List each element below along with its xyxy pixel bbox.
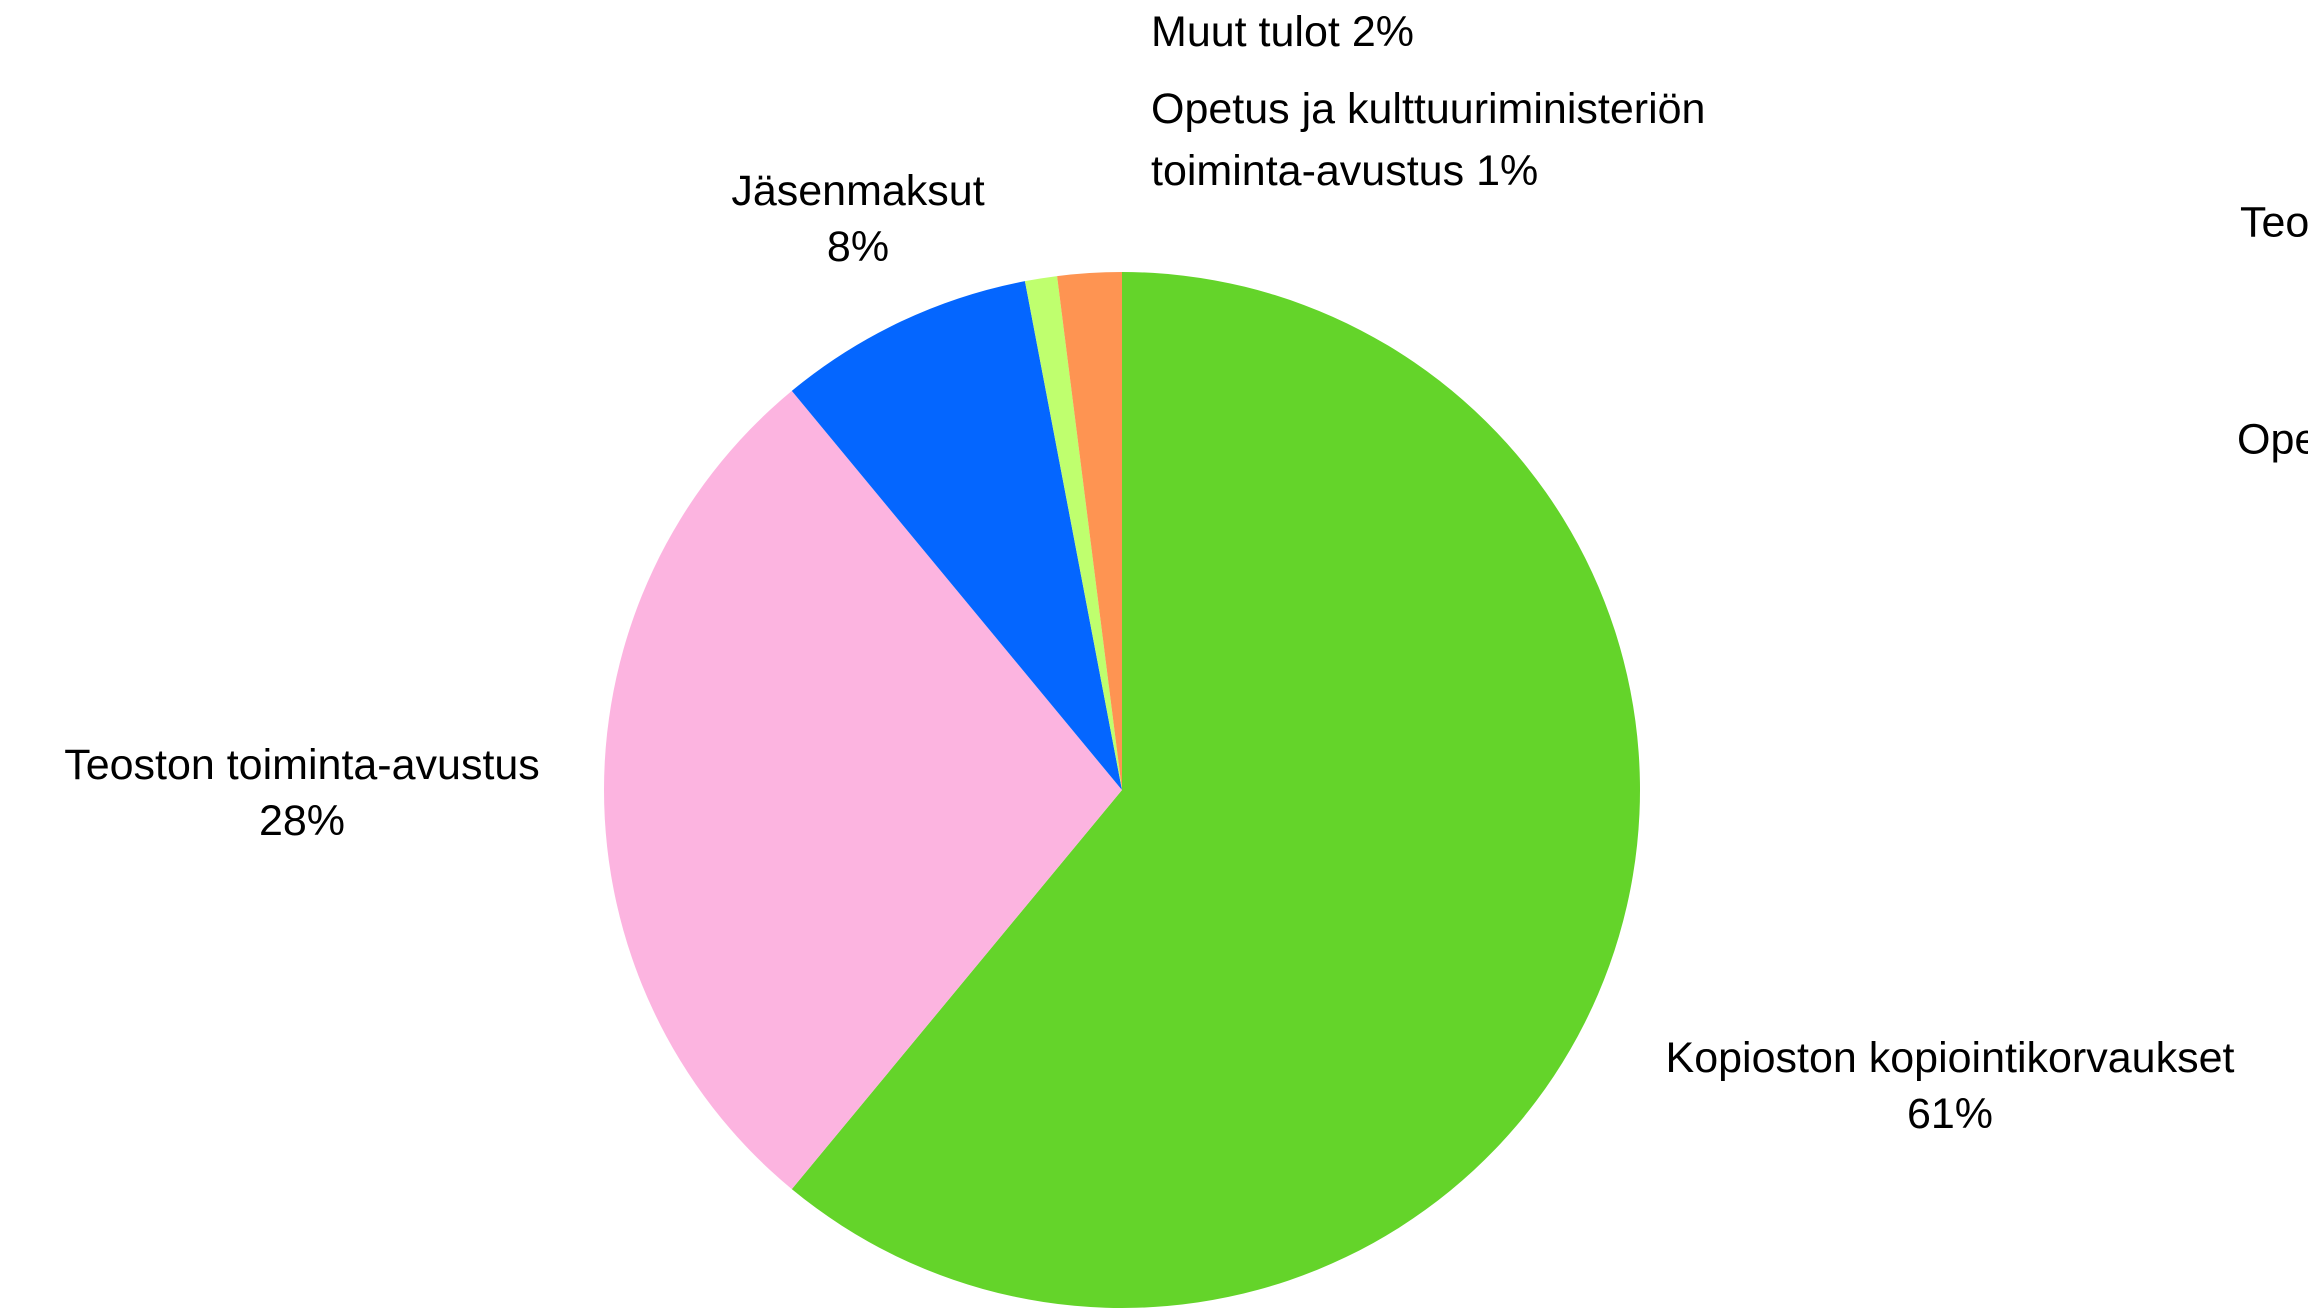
slice-percent: 28% (259, 797, 345, 845)
pie (604, 272, 1640, 1308)
slice-percent: 8% (827, 223, 889, 271)
pie-slice (791, 281, 1122, 790)
pie-slice (1024, 276, 1122, 790)
slice-label: Jäsenmaksut 8% (731, 167, 984, 271)
slice-name: Teoston toiminta-avustus (64, 741, 540, 789)
slice-percent: 61% (1907, 1090, 1993, 1138)
slice-percent: 2% (1352, 8, 1414, 56)
clipped-label: Teo (2240, 198, 2308, 246)
slice-label: Opetus ja kulttuuriministeriön toiminta-a… (1151, 85, 1705, 195)
pie-slice (604, 390, 1122, 1190)
slice-name: Muut tulot (1151, 8, 1340, 56)
slice-name: Kopioston kopiointikorvaukset (1666, 1034, 2235, 1082)
slice-percent: 1% (1476, 147, 1538, 195)
slice-name: Jäsenmaksut (731, 167, 984, 215)
pie-slice (791, 272, 1640, 1308)
slice-name: Opetus ja kulttuuriministeriön toiminta-a… (1151, 85, 1705, 195)
slice-label: Teoston toiminta-avustus 28% (64, 741, 540, 845)
pie-slice (1057, 272, 1122, 790)
slice-label: Kopioston kopiointikorvaukset 61% (1666, 1034, 2235, 1138)
clipped-label: Ope (2237, 415, 2308, 463)
slice-label: Muut tulot 2% (1151, 8, 1414, 56)
labels: Kopioston kopiointikorvaukset 61% Teoston … (64, 8, 2308, 1138)
